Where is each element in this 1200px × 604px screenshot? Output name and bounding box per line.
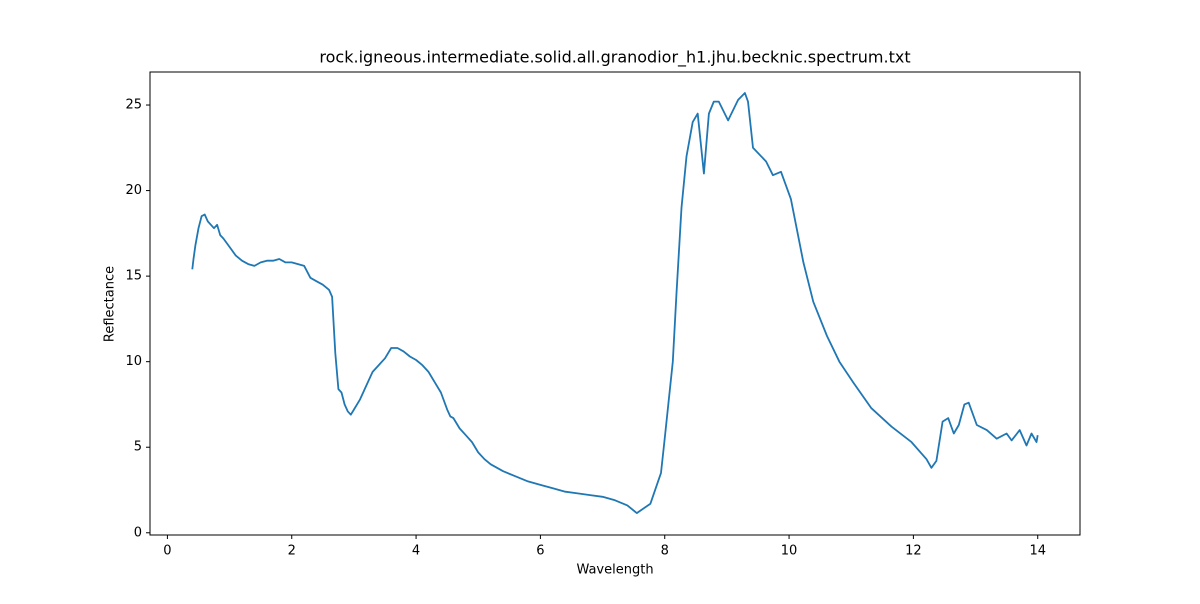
y-tick-label: 15 — [125, 269, 142, 284]
y-tick-label: 0 — [134, 525, 142, 540]
chart-title: rock.igneous.intermediate.solid.all.gran… — [319, 48, 910, 68]
y-tick-label: 20 — [125, 183, 142, 198]
x-tick-label: 0 — [163, 544, 171, 559]
y-tick-label: 25 — [125, 98, 142, 113]
x-tick-label: 12 — [905, 544, 922, 559]
x-tick-label: 8 — [661, 544, 669, 559]
x-tick-label: 4 — [412, 544, 420, 559]
x-tick-label: 6 — [536, 544, 544, 559]
x-tick-label: 2 — [288, 544, 296, 559]
x-tick-label: 10 — [781, 544, 798, 559]
y-axis-label: Reflectance — [103, 266, 118, 342]
line-series — [191, 92, 1039, 514]
y-tick-label: 5 — [134, 440, 142, 455]
x-axis-label: Wavelength — [576, 563, 653, 578]
plot-frame — [149, 71, 1081, 536]
x-tick-label: 14 — [1029, 544, 1046, 559]
y-tick-label: 10 — [125, 354, 142, 369]
